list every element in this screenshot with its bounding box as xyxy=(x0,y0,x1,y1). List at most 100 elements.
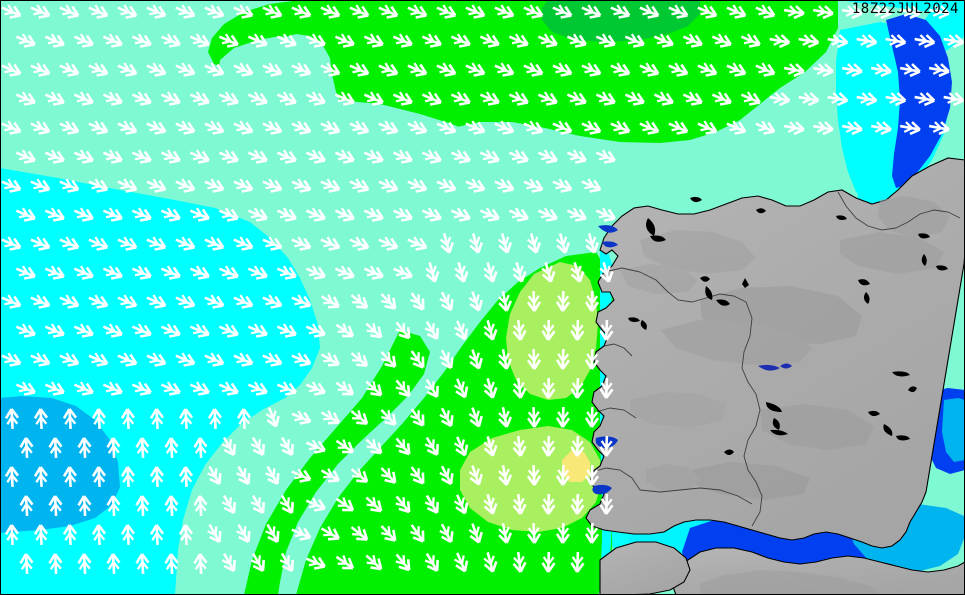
wave-direction-arrow xyxy=(288,232,314,255)
wave-direction-arrow xyxy=(694,0,720,23)
wave-direction-arrow xyxy=(217,433,241,460)
wave-direction-arrow xyxy=(120,523,136,547)
wave-direction-arrow xyxy=(752,58,778,81)
wave-direction-arrow xyxy=(465,404,486,430)
wave-direction-arrow xyxy=(555,289,571,313)
wave-direction-arrow xyxy=(451,259,471,285)
wave-direction-arrow xyxy=(389,261,416,284)
wave-direction-arrow xyxy=(76,436,93,460)
wave-direction-arrow xyxy=(331,29,358,52)
wave-direction-arrow xyxy=(99,377,126,400)
wave-direction-arrow xyxy=(491,116,517,139)
wave-direction-arrow xyxy=(534,145,561,168)
wave-direction-arrow xyxy=(186,203,213,226)
wave-direction-arrow xyxy=(404,58,430,81)
wave-direction-arrow xyxy=(172,232,198,255)
wave-direction-arrow xyxy=(781,2,807,21)
wave-direction-arrow xyxy=(273,319,300,342)
wave-direction-arrow xyxy=(810,60,836,79)
wave-direction-arrow xyxy=(578,0,604,23)
wave-direction-arrow xyxy=(259,348,285,371)
wave-direction-arrow xyxy=(163,436,180,460)
wave-direction-arrow xyxy=(418,203,445,226)
wave-direction-arrow xyxy=(12,145,39,168)
wave-direction-arrow xyxy=(462,58,488,81)
wave-direction-arrow xyxy=(476,29,503,52)
wave-direction-arrow xyxy=(767,89,792,108)
wave-direction-arrow xyxy=(596,259,616,285)
wave-direction-arrow xyxy=(912,31,937,50)
wave-direction-arrow xyxy=(592,203,619,226)
wave-direction-arrow xyxy=(679,87,706,110)
wave-direction-arrow xyxy=(462,0,488,23)
wave-direction-arrow xyxy=(540,376,557,400)
wave-direction-arrow xyxy=(549,116,575,139)
wave-direction-arrow xyxy=(389,145,416,168)
wave-direction-arrow xyxy=(273,145,300,168)
wave-direction-arrow xyxy=(549,174,575,197)
wave-direction-arrow xyxy=(941,89,965,108)
wave-direction-arrow xyxy=(99,145,126,168)
region-green-blob-inner-lobe xyxy=(296,100,470,144)
wave-direction-arrow xyxy=(41,29,68,52)
wave-direction-arrow xyxy=(912,89,937,108)
wave-direction-arrow xyxy=(375,288,401,314)
wave-direction-arrow xyxy=(317,0,343,23)
wave-direction-arrow xyxy=(555,347,571,371)
wave-direction-arrow xyxy=(926,60,952,79)
wave-direction-arrow xyxy=(236,407,252,431)
wave-direction-arrow xyxy=(302,29,329,52)
wave-direction-arrow xyxy=(215,377,242,400)
wave-direction-arrow xyxy=(598,318,615,342)
wave-direction-arrow xyxy=(172,174,198,197)
wave-direction-arrow xyxy=(128,203,155,226)
wave-direction-arrow xyxy=(331,203,358,226)
wave-direction-arrow xyxy=(47,494,64,518)
wave-direction-arrow xyxy=(437,230,457,256)
region-north-atlantic-dark-green-patch xyxy=(542,0,700,42)
wave-direction-arrow xyxy=(186,377,213,400)
wave-direction-arrow xyxy=(331,318,358,343)
wave-direction-arrow xyxy=(62,523,78,547)
wave-direction-arrow xyxy=(120,465,136,489)
wave-direction-arrow xyxy=(476,87,503,110)
wave-direction-arrow xyxy=(665,0,691,23)
wave-direction-arrow xyxy=(259,174,285,197)
wave-direction-arrow xyxy=(244,377,271,400)
wave-direction-arrow xyxy=(203,462,226,489)
wave-direction-arrow xyxy=(375,0,401,23)
wave-direction-arrow xyxy=(230,232,256,255)
wave-direction-arrow xyxy=(56,348,82,371)
wave-direction-arrow xyxy=(418,87,445,110)
wave-direction-arrow xyxy=(476,203,503,226)
wave-direction-arrow xyxy=(375,232,401,255)
wave-direction-arrow xyxy=(114,348,140,371)
wave-direction-arrow xyxy=(607,116,633,139)
wave-direction-arrow xyxy=(18,552,35,576)
wave-direction-arrow xyxy=(549,0,575,23)
wave-direction-arrow xyxy=(868,60,894,79)
wave-direction-arrow xyxy=(302,493,329,516)
wave-direction-arrow xyxy=(679,29,706,52)
wave-direction-arrow xyxy=(172,58,198,81)
wave-direction-arrow xyxy=(405,404,430,431)
wave-direction-arrow xyxy=(302,435,329,458)
wave-direction-arrow xyxy=(526,347,542,371)
wave-direction-arrow xyxy=(186,145,213,168)
wave-direction-arrow xyxy=(569,434,586,458)
wave-direction-arrow xyxy=(450,317,472,343)
wave-direction-arrow xyxy=(149,407,165,431)
wave-direction-arrow xyxy=(621,29,648,52)
inland-water-features xyxy=(628,196,948,455)
wave-direction-arrow xyxy=(405,462,430,489)
wave-direction-arrow xyxy=(259,58,285,81)
wave-direction-arrow xyxy=(510,376,528,400)
wave-direction-arrow xyxy=(563,145,590,168)
wave-direction-arrow xyxy=(607,0,633,23)
wave-direction-arrow xyxy=(157,319,184,342)
wave-direction-arrow xyxy=(360,261,387,284)
wave-direction-arrow xyxy=(390,491,416,518)
wave-direction-arrow xyxy=(538,259,558,285)
wave-direction-arrow xyxy=(941,31,965,50)
